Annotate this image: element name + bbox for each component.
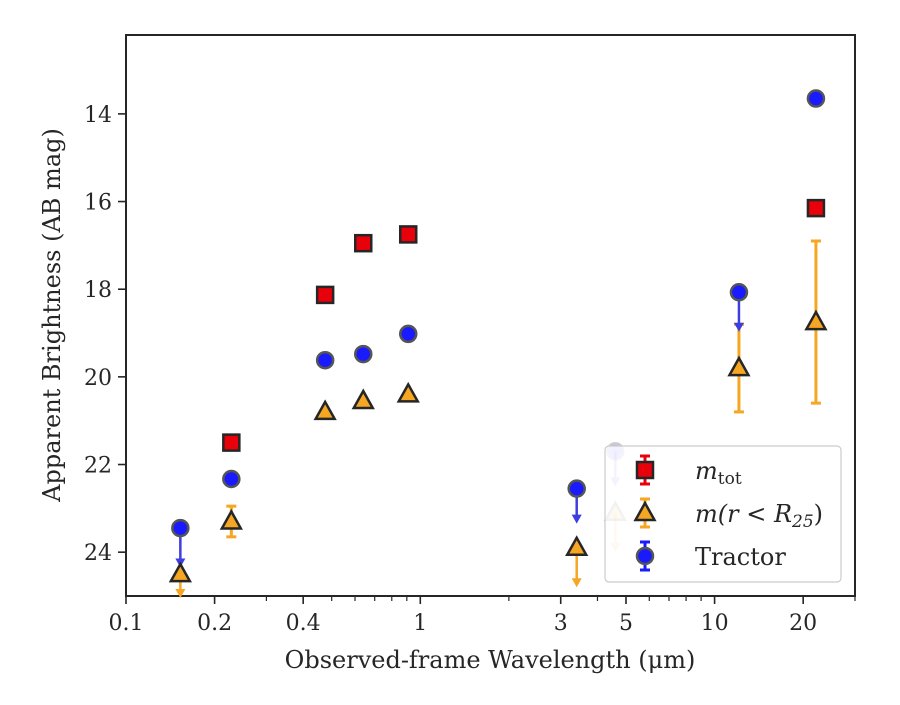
total-point [315,285,335,305]
aperture-point [219,508,243,530]
legend-marker [635,546,655,566]
aperture-point [168,561,192,583]
y-tick-label: 24 [84,541,112,566]
x-tick-label: 5 [619,611,633,636]
tractor-point [729,283,749,302]
aperture-point [804,309,828,331]
total-point [354,233,373,253]
total-point [222,433,241,452]
x-axis-label: Observed-frame Wavelength (μm) [285,646,696,674]
x-tick-label: 20 [789,611,817,636]
legend-label: Tractor [695,543,786,571]
plot-frame [125,34,856,597]
tractor-point [222,469,241,489]
total-point [806,198,826,218]
x-tick-label: 0.1 [109,611,144,636]
y-tick-label: 16 [84,191,112,216]
legend-marker [635,460,655,480]
tractor-point [567,479,586,498]
x-tick-label: 1 [413,611,427,636]
x-tick-label: 10 [701,611,729,636]
aperture-point [396,381,420,403]
plot-area [125,34,856,597]
y-tick-label: 18 [84,278,112,303]
total-point [398,225,418,244]
tractor-point [398,324,418,344]
aperture-point [351,388,375,410]
tractor-point [806,89,826,108]
x-tick-label: 0.4 [286,611,321,636]
axis-ticks: 0.1 0.2 0.4 1 3 5 10 20 14 16 18 20 22 24 [84,103,856,636]
tractor-point [315,350,335,370]
tractor-point [354,344,373,364]
aperture-point [565,535,589,557]
tractor-point [171,518,190,538]
aperture-point [313,399,337,421]
y-tick-label: 20 [84,366,112,391]
y-axis-label: Apparent Brightness (AB mag) [38,128,66,503]
legend: mtot m(r < R25) Tractor [604,445,842,583]
y-tick-label: 14 [84,103,112,128]
legend-box [604,445,842,583]
x-tick-label: 0.2 [197,611,232,636]
y-tick-label: 22 [84,454,112,479]
legend-label: mtot [695,457,742,489]
legend-label: m(r < R25) [695,500,823,532]
x-tick-label: 3 [554,611,568,636]
legend-marker [633,500,657,522]
aperture-point [727,355,751,377]
